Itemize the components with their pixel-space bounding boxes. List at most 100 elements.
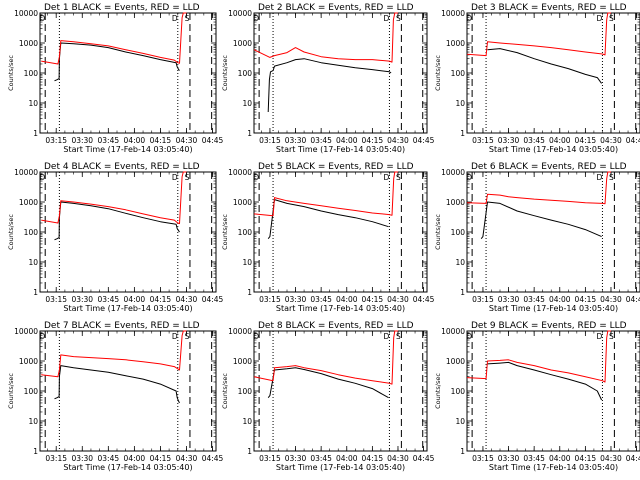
panel-title: Det 3 BLACK = Events, RED = LLD <box>471 3 627 13</box>
y-tick-label: 10000 <box>228 168 252 177</box>
x-tick-label: 04:15 <box>362 295 384 304</box>
y-tick-label: 10 <box>455 417 465 426</box>
panel-det-5: Det 5 BLACK = Events, RED = LLD 1 10 100 100… <box>221 162 435 313</box>
events-series-line <box>54 365 180 404</box>
x-tick-label: 03:30 <box>285 454 307 463</box>
y-tick-label: 10 <box>242 99 252 108</box>
marker-annotation: D <box>253 332 259 341</box>
y-axis-label: Counts/sec <box>7 373 15 409</box>
marker-annotation: D <box>384 173 390 182</box>
panel-title: Det 5 BLACK = Events, RED = LLD <box>258 162 414 172</box>
y-tick-label: 10 <box>455 258 465 267</box>
x-tick-label: 04:45 <box>413 295 435 304</box>
x-axis-label: Start Time (17-Feb-14 03:05:40) <box>489 463 618 472</box>
x-axis-label: Start Time (17-Feb-14 03:05:40) <box>276 304 405 313</box>
y-tick-label: 10000 <box>14 327 38 336</box>
x-tick-label: 04:30 <box>600 454 622 463</box>
events-series-line <box>267 199 389 240</box>
y-tick-label: 1000 <box>233 39 252 48</box>
x-tick-label: 04:30 <box>387 454 409 463</box>
y-tick-label: 10000 <box>14 168 38 177</box>
x-tick-label: 04:00 <box>336 295 358 304</box>
y-tick-label: 10 <box>242 417 252 426</box>
marker-annotation: S <box>396 173 401 182</box>
y-tick-label: 100 <box>238 387 253 396</box>
x-axis-label: Start Time (17-Feb-14 03:05:40) <box>63 304 192 313</box>
x-tick-label: 04:15 <box>575 136 597 145</box>
y-tick-label: 100 <box>451 228 466 237</box>
x-axis-label: Start Time (17-Feb-14 03:05:40) <box>63 145 192 154</box>
marker-annotation: D <box>597 173 603 182</box>
y-tick-label: 1 <box>247 447 252 456</box>
marker-annotation: S <box>396 14 401 23</box>
marker-annotation: D <box>466 173 472 182</box>
x-tick-label: 03:30 <box>71 136 93 145</box>
y-tick-label: 10 <box>455 99 465 108</box>
x-tick-label: 03:15 <box>472 454 494 463</box>
x-tick-label: 04:30 <box>176 136 198 145</box>
panel-det-7: Det 7 BLACK = Events, RED = LLD 1 10 100 100… <box>7 321 224 472</box>
marker-annotation: D <box>597 14 603 23</box>
x-tick-label: 04:45 <box>626 136 640 145</box>
x-tick-label: 04:15 <box>575 454 597 463</box>
y-tick-label: 100 <box>24 228 39 237</box>
y-tick-label: 100 <box>238 228 253 237</box>
lld-series-line <box>466 12 611 57</box>
marker-annotation: D <box>253 14 259 23</box>
lld-series-line <box>253 12 398 63</box>
x-axis-label: Start Time (17-Feb-14 03:05:40) <box>276 145 405 154</box>
x-tick-label: 03:45 <box>523 136 545 145</box>
panel-det-2: Det 2 BLACK = Events, RED = LLD 1 10 100 100… <box>221 3 435 154</box>
x-axis-label: Start Time (17-Feb-14 03:05:40) <box>489 145 618 154</box>
events-series-line <box>487 361 603 401</box>
marker-annotation: S <box>609 332 614 341</box>
x-tick-label: 03:30 <box>498 454 520 463</box>
x-tick-label: 03:15 <box>45 454 67 463</box>
x-tick-label: 04:00 <box>549 454 571 463</box>
y-tick-label: 10 <box>28 417 38 426</box>
panel-det-4: Det 4 BLACK = Events, RED = LLD 1 10 100 100… <box>7 162 224 313</box>
x-tick-label: 04:45 <box>202 136 224 145</box>
marker-annotation: S <box>185 14 190 23</box>
panel-det-3: Det 3 BLACK = Events, RED = LLD 1 10 100 100… <box>434 3 640 154</box>
x-tick-label: 03:15 <box>259 295 281 304</box>
y-axis-label: Counts/sec <box>434 55 442 91</box>
y-tick-label: 100 <box>451 387 466 396</box>
y-tick-label: 10000 <box>14 9 38 18</box>
lld-series-line <box>253 330 398 385</box>
panel-title: Det 1 BLACK = Events, RED = LLD <box>44 3 200 13</box>
x-tick-label: 03:15 <box>472 136 494 145</box>
x-tick-label: 04:00 <box>336 136 358 145</box>
y-tick-label: 10000 <box>441 327 465 336</box>
x-tick-label: 04:45 <box>202 295 224 304</box>
marker-annotation: S <box>396 332 401 341</box>
marker-annotation: D <box>597 332 603 341</box>
x-tick-label: 04:15 <box>150 295 172 304</box>
panel-title: Det 6 BLACK = Events, RED = LLD <box>471 162 627 172</box>
x-tick-label: 03:15 <box>259 136 281 145</box>
x-tick-label: 04:30 <box>387 295 409 304</box>
y-tick-label: 10 <box>28 258 38 267</box>
x-tick-label: 03:45 <box>98 136 120 145</box>
x-tick-label: 04:00 <box>549 136 571 145</box>
y-tick-label: 1000 <box>446 39 465 48</box>
marker-annotation: D <box>39 14 45 23</box>
x-tick-label: 04:00 <box>124 454 146 463</box>
y-axis-label: Counts/sec <box>7 214 15 250</box>
y-axis-label: Counts/sec <box>434 373 442 409</box>
y-tick-label: 1000 <box>233 198 252 207</box>
marker-annotation: D <box>39 332 45 341</box>
y-axis-label: Counts/sec <box>221 214 229 250</box>
y-tick-label: 1 <box>460 129 465 138</box>
x-tick-label: 04:15 <box>150 136 172 145</box>
marker-annotation: D <box>253 173 259 182</box>
y-tick-label: 1000 <box>446 198 465 207</box>
panel-det-8: Det 8 BLACK = Events, RED = LLD 1 10 100 100… <box>221 321 435 472</box>
x-tick-label: 03:45 <box>523 454 545 463</box>
y-tick-label: 1 <box>460 288 465 297</box>
x-tick-label: 03:30 <box>71 295 93 304</box>
lld-series-line <box>41 171 187 225</box>
y-axis-label: Counts/sec <box>221 373 229 409</box>
x-tick-label: 04:00 <box>124 136 146 145</box>
lld-series-line <box>41 330 187 378</box>
